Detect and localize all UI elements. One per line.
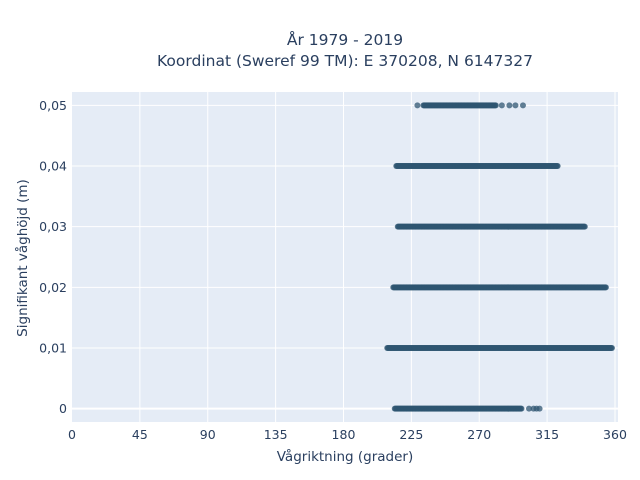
x-tick-label: 90: [200, 427, 216, 442]
x-tick-label: 180: [332, 427, 356, 442]
y-tick-label: 0,03: [39, 219, 67, 234]
y-tick-label: 0: [59, 401, 67, 416]
data-point: [506, 102, 513, 109]
x-axis-ticks: 0 45 90 135 180 225 270 315 360: [68, 427, 627, 442]
y-tick-label: 0,04: [39, 159, 67, 174]
data-point: [492, 102, 499, 109]
y-axis-title: Signifikant våghöjd (m): [14, 179, 31, 337]
data-point: [498, 102, 505, 109]
data-point: [519, 102, 526, 109]
x-tick-label: 0: [68, 427, 76, 442]
x-tick-label: 270: [467, 427, 491, 442]
data-point: [526, 405, 533, 412]
x-tick-label: 360: [603, 427, 627, 442]
data-point: [581, 223, 588, 230]
chart-title-line2: Koordinat (Sweref 99 TM): E 370208, N 61…: [157, 52, 533, 70]
data-point: [608, 344, 615, 351]
data-points: [384, 102, 615, 412]
y-tick-label: 0,05: [39, 98, 67, 113]
x-tick-label: 135: [264, 427, 288, 442]
x-tick-label: 315: [535, 427, 559, 442]
data-point: [518, 405, 525, 412]
x-tick-label: 225: [399, 427, 423, 442]
x-tick-label: 45: [132, 427, 148, 442]
y-axis-ticks: 0 0,01 0,02 0,03 0,04 0,05: [39, 98, 67, 416]
data-point: [554, 163, 561, 170]
x-axis-title: Vågriktning (grader): [277, 448, 414, 465]
chart-title-line1: År 1979 - 2019: [287, 30, 403, 49]
data-point: [536, 405, 543, 412]
data-point: [414, 102, 421, 109]
data-point: [512, 102, 519, 109]
plot-area: [72, 92, 618, 422]
y-tick-label: 0,01: [39, 340, 67, 355]
data-point: [602, 284, 609, 291]
y-tick-label: 0,02: [39, 280, 67, 295]
